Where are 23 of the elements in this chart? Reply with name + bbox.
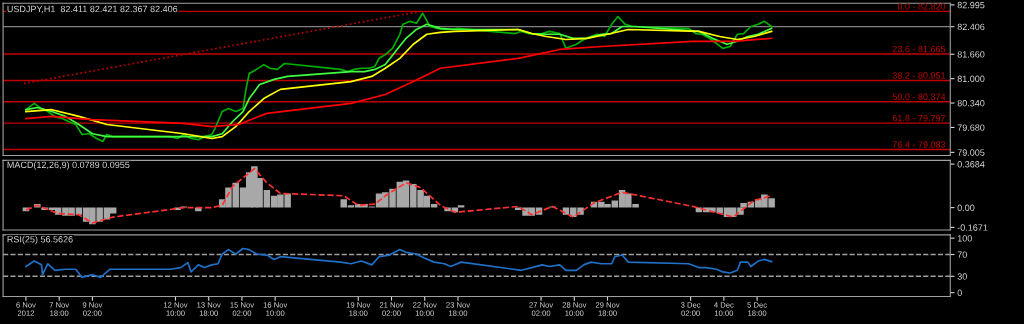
y-tick-label: 81.660 bbox=[957, 51, 985, 58]
y-tick-label: 81.000 bbox=[957, 75, 985, 82]
annotation: 76.4 - 79.083 bbox=[892, 141, 946, 148]
y-tick-label: 79.005 bbox=[957, 149, 985, 156]
y-tick-label: 82.406 bbox=[957, 23, 985, 31]
y-tick-label: 80.340 bbox=[957, 100, 985, 107]
y-tick-label: 79.680 bbox=[957, 124, 985, 131]
y-tick-label: 0.3684 bbox=[957, 161, 985, 168]
y-tick-label: 82.995 bbox=[957, 1, 985, 9]
annotation: 23.6 - 81.665 bbox=[892, 45, 946, 53]
y-tick-label: 0.00 bbox=[957, 204, 975, 211]
annotation: 50.0 - 80.374 bbox=[892, 93, 946, 100]
chart-title: MACD(12,26,9) 0.0789 0.0955 bbox=[7, 161, 130, 170]
y-tick-label: 100 bbox=[957, 235, 972, 242]
y-tick-label: 30 bbox=[957, 273, 967, 280]
y-tick-label: 0 bbox=[957, 289, 962, 297]
annotation: 38.2 - 80.951 bbox=[892, 72, 946, 79]
y-tick-label: -0.1671 bbox=[957, 224, 988, 231]
annotation: 61.8 - 79.797 bbox=[892, 114, 946, 122]
annotation: 0.0 - 82.820 bbox=[897, 3, 946, 10]
y-tick-label: 70 bbox=[957, 251, 967, 258]
chart-title: RSI(25) 56.5626 bbox=[7, 235, 73, 245]
chart-title: USDJPY,H1 82.411 82.421 82.367 82.406 bbox=[7, 5, 178, 14]
